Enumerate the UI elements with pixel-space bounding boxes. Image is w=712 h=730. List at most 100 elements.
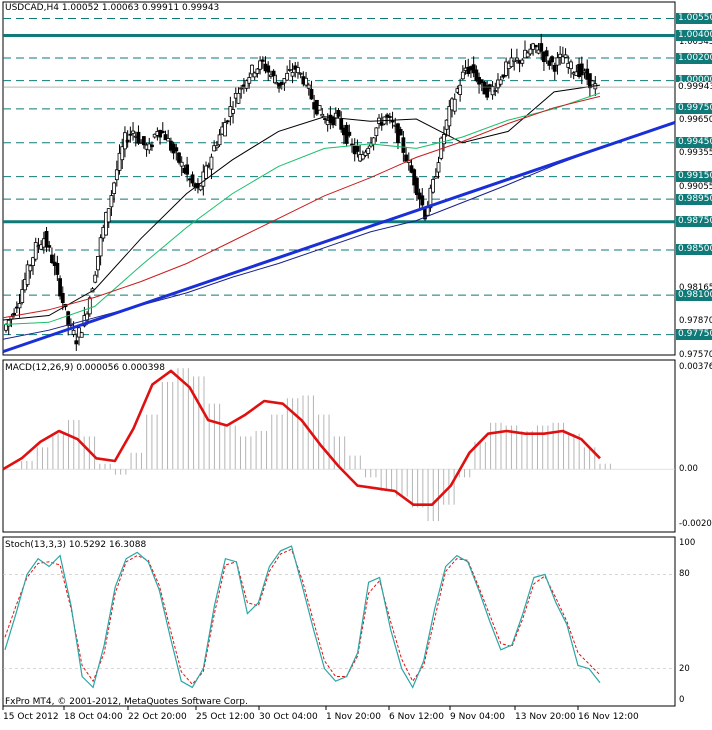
candle-body <box>163 134 168 141</box>
candle-body <box>231 109 235 114</box>
candle-body <box>201 171 206 187</box>
candle-body <box>266 65 271 73</box>
candle-body <box>509 57 514 68</box>
candle-body <box>539 43 544 52</box>
level-tag: 0.99750 <box>676 103 712 114</box>
macd-signal-line <box>2 369 601 507</box>
candle-body <box>433 176 438 179</box>
candle-body <box>260 59 265 62</box>
candle-body <box>306 84 311 89</box>
date-axis-label: 1 Nov 20:00 <box>326 712 381 722</box>
level-tag: 0.98500 <box>676 244 712 255</box>
candle-body <box>109 195 114 208</box>
candle-body <box>493 90 498 92</box>
candle-body <box>350 143 354 146</box>
price-axis-tick: 0.99650 <box>676 115 712 125</box>
moving-average-line <box>2 147 601 340</box>
candle-body <box>150 144 154 148</box>
macd-axis-tick: 0.00376 <box>679 362 712 372</box>
candle-body <box>55 263 60 275</box>
moving-average-line <box>2 95 601 319</box>
candle-body <box>304 77 308 86</box>
candle-body <box>136 131 141 144</box>
candle-body <box>104 212 108 236</box>
candle-body <box>60 292 65 304</box>
candle-body <box>117 152 122 171</box>
candle-body <box>390 120 395 123</box>
candle-body <box>79 332 84 338</box>
macd-title: MACD(12,26,9) 0.000056 0.000398 <box>5 363 165 373</box>
candle-body <box>412 169 417 186</box>
candle-body <box>212 145 217 152</box>
candle-body <box>317 105 322 111</box>
candle-body <box>460 71 465 80</box>
date-axis-label: 16 Nov 12:00 <box>578 712 639 722</box>
date-axis-label: 25 Oct 12:00 <box>196 712 255 722</box>
candle-body <box>331 116 335 126</box>
candle-body <box>387 116 392 118</box>
level-tag: 1.00550 <box>676 13 712 24</box>
candle-body <box>296 67 300 74</box>
price-axis-tick: 1.00345 <box>676 37 712 47</box>
level-tag: 1.00400 <box>676 30 712 41</box>
candle-body <box>442 134 446 145</box>
candle-body <box>6 319 11 327</box>
candle-body <box>252 72 257 78</box>
candle-body <box>525 52 530 58</box>
candle-body <box>542 51 546 63</box>
candle-body <box>25 264 30 285</box>
candle-body <box>563 54 568 58</box>
candle-body <box>428 187 433 209</box>
candle-body <box>279 81 284 85</box>
candle-body <box>174 147 179 152</box>
moving-average-line <box>2 84 601 321</box>
candle-body <box>71 329 76 335</box>
stoch-main-line <box>4 545 601 689</box>
date-axis-label: 9 Nov 04:00 <box>450 712 505 722</box>
candle-body <box>590 80 595 86</box>
date-axis-label: 30 Oct 04:00 <box>259 712 318 722</box>
candle-body <box>58 278 62 297</box>
candle-body <box>409 165 414 173</box>
candle-body <box>287 69 292 71</box>
candle-body <box>501 74 506 78</box>
level-tag: 0.97750 <box>676 329 712 340</box>
candle-body <box>547 60 552 66</box>
candle-body <box>569 61 573 70</box>
candle-body <box>112 182 117 194</box>
macd-axis-tick: 0.00 <box>679 464 698 474</box>
candle-body <box>12 312 17 316</box>
stoch-axis-tick: 0 <box>679 695 685 705</box>
candle-body <box>366 147 371 154</box>
candle-body <box>166 138 171 142</box>
candle-body <box>179 161 184 167</box>
candle-body <box>401 137 406 153</box>
copyright-text: FxPro MT4, © 2001-2012, MetaQuotes Softw… <box>5 697 248 707</box>
candle-body <box>225 120 230 123</box>
candle-body <box>223 122 227 137</box>
candle-body <box>528 48 533 55</box>
current-price-tag: 0.99943 <box>676 82 712 93</box>
candle-body <box>250 64 254 75</box>
candle-body <box>244 80 249 89</box>
stoch-panel-frame <box>2 536 676 707</box>
candle-body <box>96 256 100 271</box>
candle-body <box>355 146 360 152</box>
candle-body <box>485 85 490 98</box>
macd-panel-frame <box>2 359 676 533</box>
candle-body <box>66 311 71 326</box>
candle-body <box>544 50 549 57</box>
candle-body <box>520 59 525 64</box>
candle-body <box>50 254 54 263</box>
candle-body <box>277 82 281 89</box>
candle-body <box>298 72 303 75</box>
price-axis-tick: 0.97570 <box>676 350 712 360</box>
candle-body <box>436 162 441 173</box>
date-axis-label: 22 Oct 20:00 <box>128 712 187 722</box>
candle-body <box>158 129 162 138</box>
candle-body <box>87 297 92 315</box>
price-axis-tick: 0.99355 <box>676 148 712 158</box>
candle-body <box>31 257 35 266</box>
candle-body <box>28 265 33 272</box>
